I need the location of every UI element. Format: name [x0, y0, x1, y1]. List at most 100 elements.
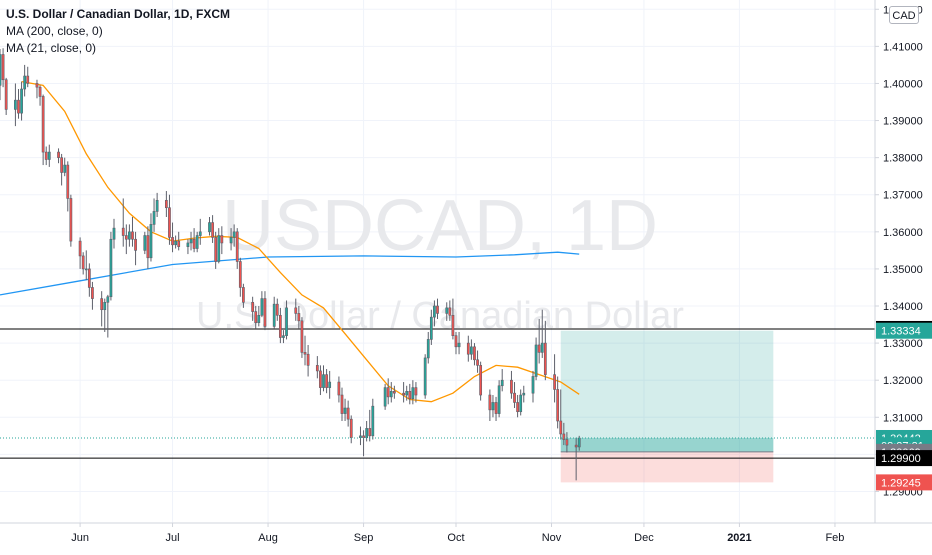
candle-body [198, 231, 202, 236]
candle-body [294, 307, 298, 314]
candle [426, 331, 430, 364]
candle [14, 83, 17, 127]
candle-body [17, 99, 20, 114]
candle [208, 216, 211, 236]
candle-body [426, 339, 430, 359]
time-tick-label: Aug [258, 532, 278, 544]
candle [211, 215, 214, 243]
candle-body [189, 238, 193, 244]
candle-body [540, 342, 544, 353]
candle [91, 281, 94, 310]
candle [574, 437, 578, 481]
candle-body [238, 261, 242, 288]
candle [168, 194, 171, 245]
candle-body [510, 379, 513, 394]
candle [402, 382, 405, 403]
long-position-tool[interactable] [560, 330, 774, 483]
candle [349, 415, 353, 444]
candle [473, 343, 476, 366]
candle-body [23, 75, 27, 90]
symbol-title[interactable]: U.S. Dollar / Canadian Dollar, 1D, FXCM [6, 7, 231, 21]
candle [371, 398, 375, 440]
price-tick-label: 1.32000 [883, 375, 923, 387]
candle [368, 409, 372, 442]
candle-body [109, 238, 113, 298]
candle [134, 231, 137, 266]
ma21-legend[interactable]: MA (21, close, 0) [6, 41, 97, 55]
candle-body [275, 303, 279, 316]
candle-body [103, 302, 107, 311]
candle-body [0, 54, 2, 86]
candle-body [476, 359, 479, 366]
candle [217, 228, 221, 264]
candle-body [60, 157, 63, 173]
candle-body [66, 164, 70, 199]
candle-body [488, 394, 492, 411]
candle [171, 222, 174, 253]
candle-body [174, 240, 177, 246]
candle [41, 94, 45, 166]
time-axis[interactable]: Jun Jul Aug Sep Oct Nov Dec 2021 Feb [0, 522, 932, 550]
candle-body [491, 402, 495, 411]
candle [497, 380, 501, 418]
candle [386, 378, 390, 405]
ma200-legend[interactable]: MA (200, close, 0) [6, 24, 103, 38]
candle [285, 300, 288, 340]
candle [510, 370, 513, 399]
horizontal-lines[interactable] [0, 328, 875, 459]
candle-body [220, 235, 224, 244]
candle [257, 306, 261, 327]
candle [522, 385, 526, 403]
candle-body [429, 316, 433, 340]
candle [565, 432, 569, 453]
candle [346, 400, 350, 427]
candle [87, 263, 91, 297]
candle [109, 231, 113, 301]
candle-body [47, 151, 51, 160]
price-tick-label: 1.35000 [883, 264, 923, 276]
chart-legend: U.S. Dollar / Canadian Dollar, 1D, FXCM … [6, 6, 230, 57]
candle-body [371, 405, 375, 437]
price-tick-label: 1.31000 [883, 412, 923, 424]
candle [272, 296, 276, 329]
candle-body [1, 54, 5, 81]
candle-body [531, 376, 535, 394]
candle-body [57, 151, 60, 158]
candle [282, 330, 285, 344]
candle-body [91, 287, 94, 299]
candle-body [559, 420, 563, 435]
time-tick-label: Sep [354, 532, 374, 544]
candle-body [278, 314, 282, 338]
candle-body [454, 335, 458, 348]
candle [519, 389, 523, 416]
price-axis[interactable]: 1.290001.300001.310001.320001.330001.340… [874, 0, 932, 550]
candle-body [121, 227, 125, 236]
candle-body [214, 237, 218, 262]
candle-body [346, 407, 350, 420]
price-label-bg [876, 450, 932, 467]
candle-body [368, 428, 372, 437]
price-tick-label: 1.39000 [883, 116, 923, 128]
candle-body [340, 394, 344, 414]
candle-body [574, 444, 578, 448]
candle-body [543, 342, 547, 375]
candle [84, 250, 88, 281]
candle [411, 380, 415, 405]
candle [195, 231, 199, 253]
candle [414, 382, 418, 403]
candle [35, 79, 39, 99]
currency-badge[interactable]: CAD [889, 6, 919, 24]
candle-body [251, 302, 255, 312]
price-tick-label: 1.38000 [883, 153, 923, 165]
price-label: 1.33334 [876, 322, 932, 339]
loss-zone [560, 451, 774, 483]
candle-body [78, 240, 82, 257]
candle [238, 257, 242, 297]
price-label: 1.29245 [876, 474, 932, 491]
candle-body [577, 437, 581, 448]
candle-body [466, 342, 470, 355]
candle-body [143, 235, 147, 251]
candle [26, 66, 30, 88]
